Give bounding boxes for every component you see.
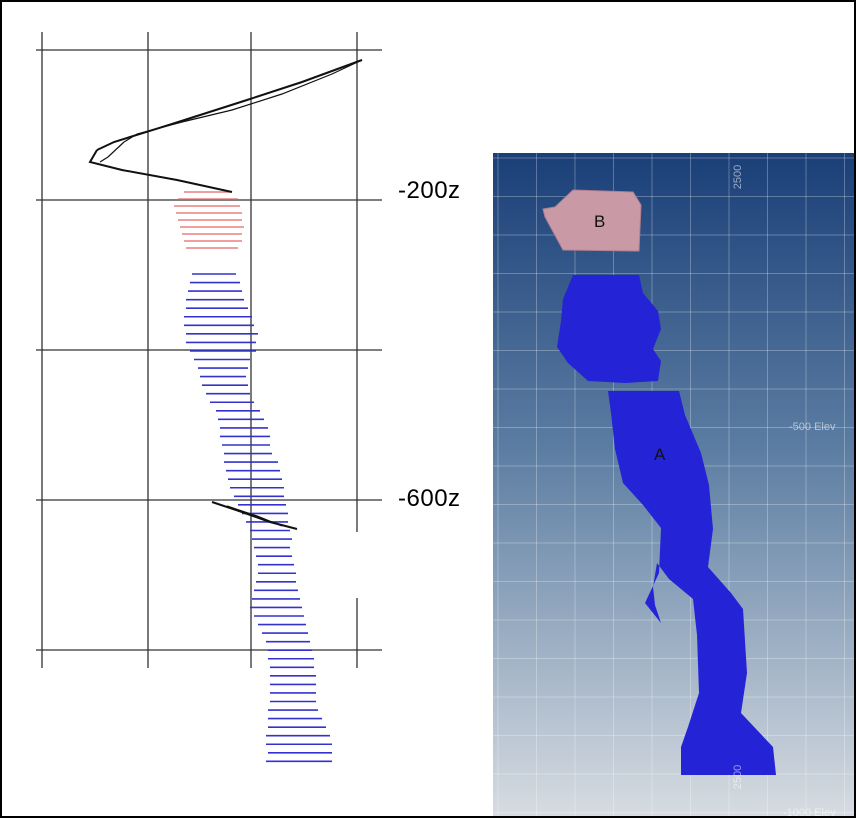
elevation-label-1000: -1000 Elev [783,807,836,818]
ore-body-a-label: A [654,445,666,464]
grid-lines [36,32,382,668]
ore-body-a-main [608,391,776,775]
ore-body-b-label: B [594,212,606,231]
stope-a-hatch [184,273,332,763]
easting-label-top: 2500 [732,164,745,190]
level-label-200: -200z [398,177,461,204]
level-label-600: -600z [398,485,461,512]
elevation-label-500: -500 Elev [789,421,836,433]
drill-traces [88,59,363,530]
section-grid [493,153,854,816]
stope-b-hatch [174,191,244,249]
easting-label-bottom: 2500 [732,764,745,790]
section-view-panel: B A 2500 2500 -500 Elev -1000 Elev [493,153,854,818]
plan-grid-plot [36,32,382,763]
ore-body-a-upper [557,275,661,383]
section-view-canvas [493,153,854,816]
ore-body-b [542,189,642,252]
